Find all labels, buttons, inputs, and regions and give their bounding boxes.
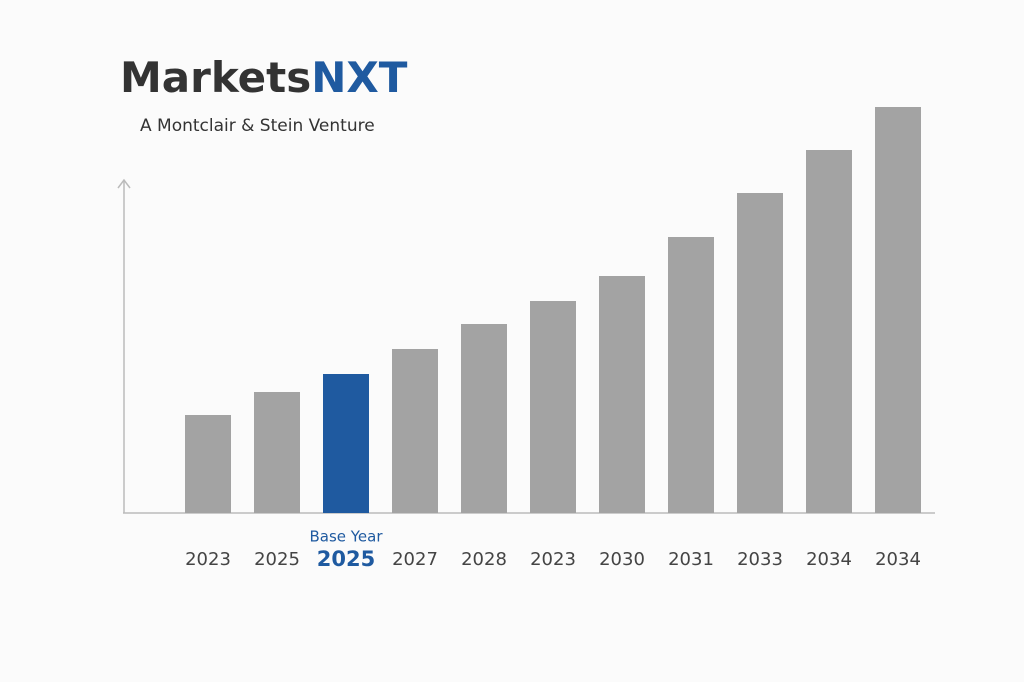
x-tick-label: 2033	[737, 549, 783, 570]
brand-title: MarketsNXT	[120, 53, 408, 102]
bar	[875, 107, 921, 513]
brand-accent: NXT	[311, 53, 408, 102]
bar	[806, 150, 852, 513]
brand-main: Markets	[120, 53, 311, 102]
bar	[737, 193, 783, 513]
bar	[254, 392, 300, 513]
bar	[599, 276, 645, 513]
x-tick-label: 2030	[599, 549, 645, 570]
x-tick-label: 2023	[185, 549, 231, 570]
x-tick-label: 2025	[317, 547, 375, 571]
y-axis-arrow	[117, 178, 131, 189]
bar	[323, 374, 369, 513]
bar	[530, 301, 576, 513]
bar	[461, 324, 507, 513]
x-tick-label: 2034	[875, 549, 921, 570]
x-tick-label: 2023	[530, 549, 576, 570]
x-tick-label: 2031	[668, 549, 714, 570]
base-year-label: Base Year	[309, 528, 383, 546]
x-tick-label: 2034	[806, 549, 852, 570]
bar	[185, 415, 231, 513]
bar	[668, 237, 714, 513]
x-tick-label: 2025	[254, 549, 300, 570]
x-tick-label: 2027	[392, 549, 438, 570]
subtitle: A Montclair & Stein Venture	[140, 116, 375, 136]
x-tick-label: 2028	[461, 549, 507, 570]
bar	[392, 349, 438, 513]
